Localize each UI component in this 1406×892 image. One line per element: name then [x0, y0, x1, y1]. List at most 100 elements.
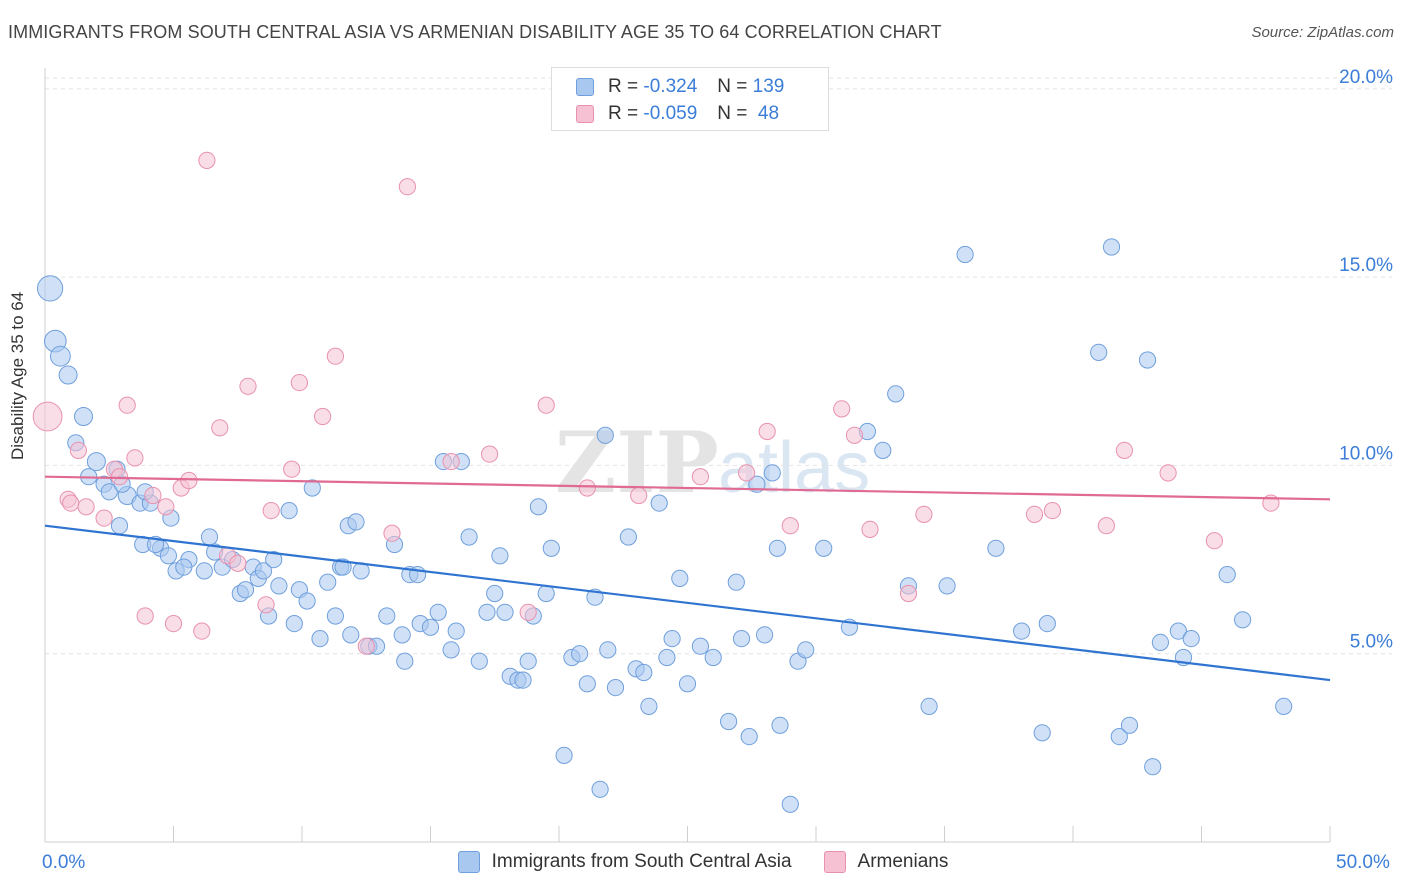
- data-point: [86, 452, 106, 472]
- data-point: [298, 592, 316, 610]
- data-point: [596, 426, 614, 444]
- data-point: [1205, 532, 1224, 550]
- data-point: [740, 728, 758, 746]
- data-point: [229, 554, 247, 572]
- data-point: [58, 365, 78, 385]
- data-point: [1144, 758, 1162, 776]
- y-tick-label: 5.0%: [1350, 632, 1393, 653]
- data-point: [635, 663, 653, 682]
- data-point: [768, 539, 787, 557]
- data-point: [1218, 566, 1236, 584]
- legend-swatch-blue: [457, 851, 480, 873]
- data-point: [756, 626, 774, 644]
- data-point: [200, 528, 219, 546]
- legend-item-immigrants: Immigrants from South Central Asia: [457, 851, 792, 873]
- data-point: [460, 528, 478, 546]
- data-point: [32, 401, 63, 432]
- data-point: [421, 618, 440, 636]
- data-point: [797, 641, 815, 659]
- data-point: [393, 626, 411, 644]
- data-point: [478, 603, 496, 621]
- data-point: [542, 539, 560, 557]
- data-point: [157, 498, 175, 516]
- data-point: [77, 498, 95, 516]
- data-point: [1013, 622, 1031, 640]
- data-point: [303, 479, 321, 497]
- data-point: [815, 539, 833, 557]
- data-point: [442, 641, 460, 659]
- data-point: [236, 581, 255, 599]
- data-point: [62, 494, 80, 512]
- stats-row-pink: R = -0.059 N = 48: [576, 101, 779, 127]
- trend-lines: [44, 475, 1331, 682]
- data-point: [606, 679, 625, 697]
- n-value: 48: [752, 103, 780, 124]
- data-point: [342, 626, 360, 644]
- data-point: [118, 396, 136, 414]
- y-tick-label: 20.0%: [1339, 67, 1393, 88]
- data-point: [280, 502, 298, 520]
- x-tick-label-max: 50.0%: [1336, 852, 1390, 873]
- data-point: [514, 671, 532, 689]
- data-point: [704, 648, 722, 667]
- data-point: [987, 539, 1005, 557]
- data-point: [396, 652, 414, 670]
- data-point: [591, 780, 609, 798]
- r-value: -0.059: [643, 103, 698, 124]
- y-tick-label: 10.0%: [1339, 443, 1393, 464]
- data-point: [496, 603, 514, 621]
- data-point: [347, 513, 365, 531]
- data-point: [311, 630, 329, 648]
- data-point: [211, 419, 229, 437]
- data-point: [519, 603, 537, 621]
- x-tick-label-min: 0.0%: [42, 852, 86, 873]
- data-point: [732, 630, 751, 648]
- data-point: [290, 374, 308, 392]
- data-point: [193, 622, 211, 640]
- data-point: [1275, 697, 1293, 716]
- series-immigrants: [37, 238, 1293, 813]
- data-point: [619, 528, 638, 546]
- data-point: [537, 396, 555, 414]
- data-point: [1138, 351, 1157, 369]
- legend-label: Armenians: [857, 851, 949, 872]
- data-point: [650, 494, 668, 512]
- data-point: [1159, 464, 1177, 482]
- data-point: [491, 547, 509, 565]
- data-point: [578, 675, 596, 693]
- data-point: [383, 524, 401, 542]
- data-point: [1120, 716, 1139, 734]
- axes: [44, 68, 1331, 843]
- chart-title: IMMIGRANTS FROM SOUTH CENTRAL ASIA VS AR…: [8, 22, 942, 42]
- data-point: [195, 562, 213, 580]
- n-value: 139: [752, 76, 785, 97]
- stats-row-blue: R = -0.324 N = 139: [576, 74, 784, 100]
- data-point: [326, 607, 344, 625]
- data-point: [164, 615, 183, 633]
- r-label: R =: [608, 76, 639, 97]
- data-point: [671, 569, 689, 588]
- data-point: [1169, 622, 1188, 640]
- data-point: [257, 596, 275, 614]
- data-point: [1110, 728, 1128, 746]
- data-point: [663, 630, 681, 648]
- legend-item-armenians: Armenians: [823, 851, 949, 873]
- data-point: [956, 245, 974, 264]
- legend-label: Immigrants from South Central Asia: [491, 851, 792, 872]
- data-point: [481, 445, 499, 463]
- data-point: [720, 712, 738, 731]
- data-point: [314, 407, 332, 426]
- data-point: [239, 377, 257, 395]
- n-label: N =: [717, 103, 748, 124]
- data-point: [845, 426, 864, 444]
- data-point: [555, 746, 573, 765]
- data-point: [658, 648, 676, 667]
- data-point: [1182, 630, 1200, 648]
- data-point: [1033, 724, 1051, 742]
- data-point: [198, 151, 216, 169]
- data-point: [1038, 615, 1056, 633]
- data-point: [319, 573, 337, 591]
- data-point: [1090, 343, 1108, 361]
- data-point: [571, 645, 589, 663]
